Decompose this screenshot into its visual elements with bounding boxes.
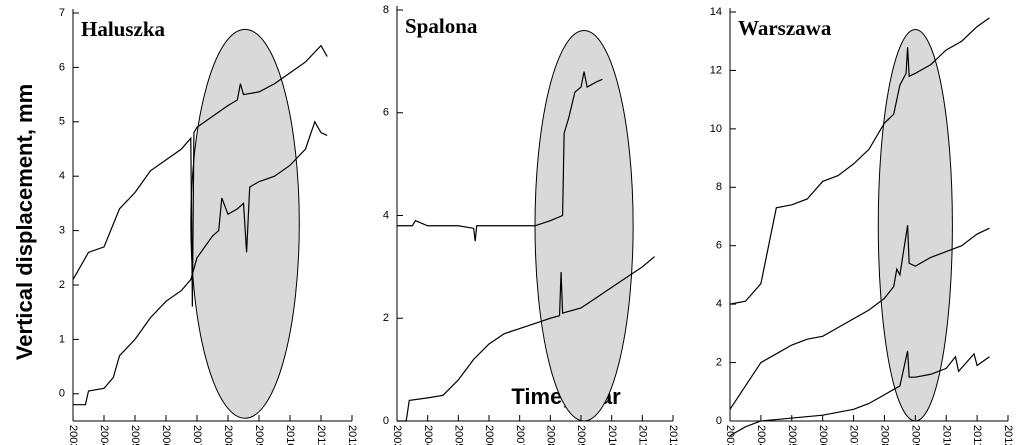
- y-tick-label: 3: [59, 225, 65, 237]
- y-tick-label: 6: [59, 61, 65, 73]
- x-tick-label: 2005: [129, 425, 141, 445]
- x-tick-label: 2010: [940, 425, 952, 445]
- y-tick-label: 1: [59, 333, 65, 345]
- x-tick-label: 2007: [514, 425, 526, 445]
- x-tick-label: 2009: [253, 425, 265, 445]
- x-tick-label: 2009: [909, 425, 921, 445]
- x-tick-label: 2008: [544, 425, 556, 445]
- x-tick-label: 2012: [667, 425, 679, 445]
- y-tick-label: 10: [710, 123, 722, 135]
- y-tick-label: 4: [716, 298, 722, 310]
- panel-title: Haluszka: [81, 17, 166, 41]
- data-line: [729, 17, 990, 305]
- x-tick-label: 2006: [483, 425, 495, 445]
- y-tick-label: 14: [710, 6, 722, 18]
- y-tick-label: 6: [716, 240, 722, 252]
- x-tick-label: 2010: [284, 425, 296, 445]
- panel-title: Warszawa: [738, 16, 832, 40]
- y-tick-label: 0: [716, 415, 722, 427]
- x-tick-label: 2006: [160, 425, 172, 445]
- x-tick-label: 2010: [606, 425, 618, 445]
- x-tick-label: 2008: [222, 425, 234, 445]
- x-tick-label: 2012: [1002, 425, 1014, 445]
- y-tick-label: 2: [383, 312, 389, 324]
- y-tick-label: 4: [383, 209, 389, 221]
- y-tick-label: 0: [59, 388, 65, 400]
- data-line: [729, 350, 990, 437]
- y-tick-label: 2: [59, 279, 65, 291]
- x-tick-label: 2011: [315, 425, 327, 445]
- x-tick-label: 2006: [817, 425, 829, 445]
- x-tick-label: 2005: [452, 425, 464, 445]
- x-tick-label: 2005: [786, 425, 798, 445]
- data-line: [72, 44, 328, 307]
- x-tick-label: 2003: [391, 425, 403, 445]
- y-tick-label: 5: [59, 116, 65, 128]
- y-tick-label: 7: [59, 7, 65, 19]
- x-tick-label: 2011: [636, 425, 648, 445]
- x-tick-label: 2007: [191, 425, 203, 445]
- y-tick-label: 2: [716, 356, 722, 368]
- x-tick-label: 2007: [848, 425, 860, 445]
- data-line: [397, 71, 603, 242]
- x-tick-label: 2004: [422, 425, 434, 445]
- highlight-ellipse: [877, 29, 953, 422]
- x-tick-label: 2011: [971, 425, 983, 445]
- x-tick-label: 2004: [98, 425, 110, 445]
- y-tick-label: 8: [383, 4, 389, 16]
- y-tick-label: 0: [383, 415, 389, 427]
- y-tick-label: 12: [710, 64, 722, 76]
- y-axis-label: Vertical displacement, mm: [12, 84, 37, 360]
- y-tick-label: 8: [716, 181, 722, 193]
- x-tick-label: 2012: [346, 425, 358, 445]
- y-tick-label: 4: [59, 170, 65, 182]
- data-line: [397, 256, 655, 422]
- panel-title: Spalona: [405, 14, 478, 38]
- highlight-ellipse: [534, 30, 634, 422]
- x-tick-label: 2008: [879, 425, 891, 445]
- data-line: [73, 120, 328, 406]
- y-tick-label: 6: [383, 107, 389, 119]
- x-tick-label: 2003: [67, 425, 79, 445]
- x-tick-label: 2004: [755, 425, 767, 445]
- data-line: [729, 225, 990, 410]
- x-tick-label: 2009: [575, 425, 587, 445]
